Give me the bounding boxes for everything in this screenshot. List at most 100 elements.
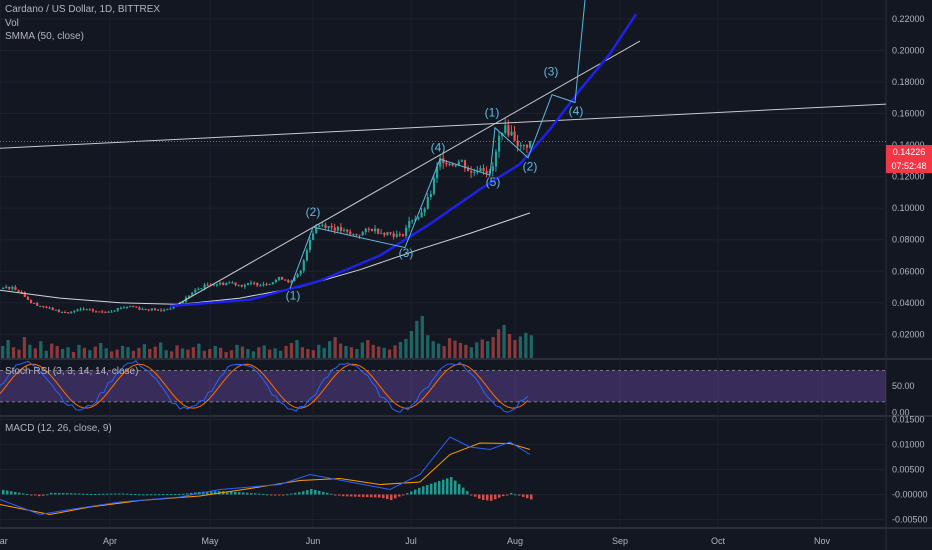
candle-body xyxy=(203,284,206,289)
macd-legend[interactable]: MACD (12, 26, close, 9) xyxy=(5,423,112,434)
macd-histogram-bar xyxy=(402,494,405,496)
volume-bar xyxy=(71,352,76,358)
volume-bar xyxy=(371,344,375,358)
candle-body xyxy=(181,301,184,304)
candle-body xyxy=(64,312,67,314)
macd-histogram-bar xyxy=(154,494,157,496)
volume-bar xyxy=(524,332,528,358)
candle-body xyxy=(479,168,482,172)
candle-body xyxy=(525,144,529,148)
chart-background xyxy=(0,0,886,550)
volume-bar xyxy=(513,340,517,358)
macd-histogram-bar xyxy=(474,494,477,497)
macd-histogram-bar xyxy=(494,494,497,500)
candle-body xyxy=(20,291,23,293)
macd-histogram-bar xyxy=(254,493,257,495)
candle-body xyxy=(153,308,157,311)
volume-bar xyxy=(366,340,370,358)
candle-body xyxy=(253,282,256,284)
volume-bar xyxy=(317,344,321,358)
macd-histogram-bar xyxy=(186,493,189,495)
macd-histogram-bar xyxy=(342,494,345,497)
macd-histogram-bar xyxy=(294,492,297,495)
time-axis[interactable]: Mar Apr May Jun Jul Aug Sep Oct Nov xyxy=(0,536,830,546)
macd-histogram-bar xyxy=(406,493,409,495)
volume-bar xyxy=(262,345,266,358)
candle-body xyxy=(5,286,8,289)
candle-body xyxy=(206,284,209,286)
macd-histogram-bar xyxy=(94,493,97,495)
y-tick-label: 0.02000 xyxy=(892,329,925,339)
candle-body xyxy=(73,310,76,312)
macd-histogram-bar xyxy=(338,494,341,496)
candle-body xyxy=(513,131,516,141)
macd-pane[interactable] xyxy=(0,436,533,516)
volume-bar xyxy=(229,350,234,358)
candle-body xyxy=(39,305,42,307)
volume-bar xyxy=(518,336,523,358)
volume-bar xyxy=(44,350,48,358)
candle-body xyxy=(470,171,473,173)
stoch-rsi-pane[interactable] xyxy=(0,360,886,413)
stoch-legend[interactable]: Stoch RSI (3, 3, 14, 14, close) xyxy=(5,366,139,377)
x-tick-label: May xyxy=(201,536,219,546)
candle-body xyxy=(485,170,488,174)
y-tick-label: 0.01500 xyxy=(892,415,925,425)
macd-histogram-bar xyxy=(382,494,385,499)
symbol-title[interactable]: Cardano / US Dollar, 1D, BITTREX xyxy=(5,4,161,15)
x-tick-label: Jul xyxy=(405,536,417,546)
macd-histogram-bar xyxy=(242,492,245,495)
macd-histogram-bar xyxy=(238,492,241,495)
candle-body xyxy=(494,151,498,167)
smma-line xyxy=(0,212,531,305)
macd-histogram-bar xyxy=(118,493,121,495)
candle-body xyxy=(197,288,200,290)
candle-body xyxy=(426,197,429,209)
macd-histogram-bar xyxy=(270,494,273,496)
macd-histogram-bar xyxy=(30,494,33,496)
macd-histogram-bar xyxy=(182,493,185,495)
candle-body xyxy=(194,289,197,293)
candle-body xyxy=(367,228,370,230)
volume-bar xyxy=(6,340,10,358)
candle-body xyxy=(516,140,519,147)
volume-bar xyxy=(213,346,217,358)
macd-histogram-bar xyxy=(518,494,521,496)
macd-histogram-bar xyxy=(38,494,41,497)
volume-bar xyxy=(159,342,163,358)
macd-histogram-bar xyxy=(454,480,457,495)
macd-histogram-bar xyxy=(450,477,453,495)
macd-histogram-bar xyxy=(266,494,269,496)
stoch-band xyxy=(0,370,886,402)
candle-body xyxy=(296,274,299,278)
candle-body xyxy=(305,250,308,261)
macd-histogram-bar xyxy=(134,494,137,496)
candle-body xyxy=(138,307,141,310)
smma-legend[interactable]: SMMA (50, close) xyxy=(5,31,84,42)
macd-histogram-bar xyxy=(430,483,433,495)
macd-histogram-bar xyxy=(50,492,53,495)
y-tick-label: -0.00000 xyxy=(892,490,928,500)
volume-bar xyxy=(131,350,136,358)
volume-bar xyxy=(382,347,386,358)
candle-body xyxy=(57,309,60,313)
macd-histogram-bar xyxy=(230,491,233,495)
x-tick-label: Jun xyxy=(306,536,321,546)
candle-body xyxy=(374,228,377,232)
y-tick-label: 0.01000 xyxy=(892,440,925,450)
macd-histogram-bar xyxy=(366,494,369,498)
candle-body xyxy=(29,299,33,304)
price-axis[interactable]: 0.02000 0.04000 0.06000 0.08000 0.10000 0.120… xyxy=(892,14,928,525)
price-pane[interactable]: (1) (2) (3) (4) (5) (1) (2) (3) (4) xyxy=(0,0,887,358)
macd-histogram-bar xyxy=(46,494,49,496)
candle-body xyxy=(265,284,268,286)
vol-legend[interactable]: Vol xyxy=(5,18,19,29)
macd-histogram-bar xyxy=(510,493,513,495)
macd-histogram-bar xyxy=(70,493,73,495)
candle-body xyxy=(262,284,265,286)
volume-bar xyxy=(377,346,381,358)
macd-histogram-bar xyxy=(426,485,429,495)
candle-body xyxy=(274,280,277,283)
y-tick-label: 0.20000 xyxy=(892,45,925,55)
